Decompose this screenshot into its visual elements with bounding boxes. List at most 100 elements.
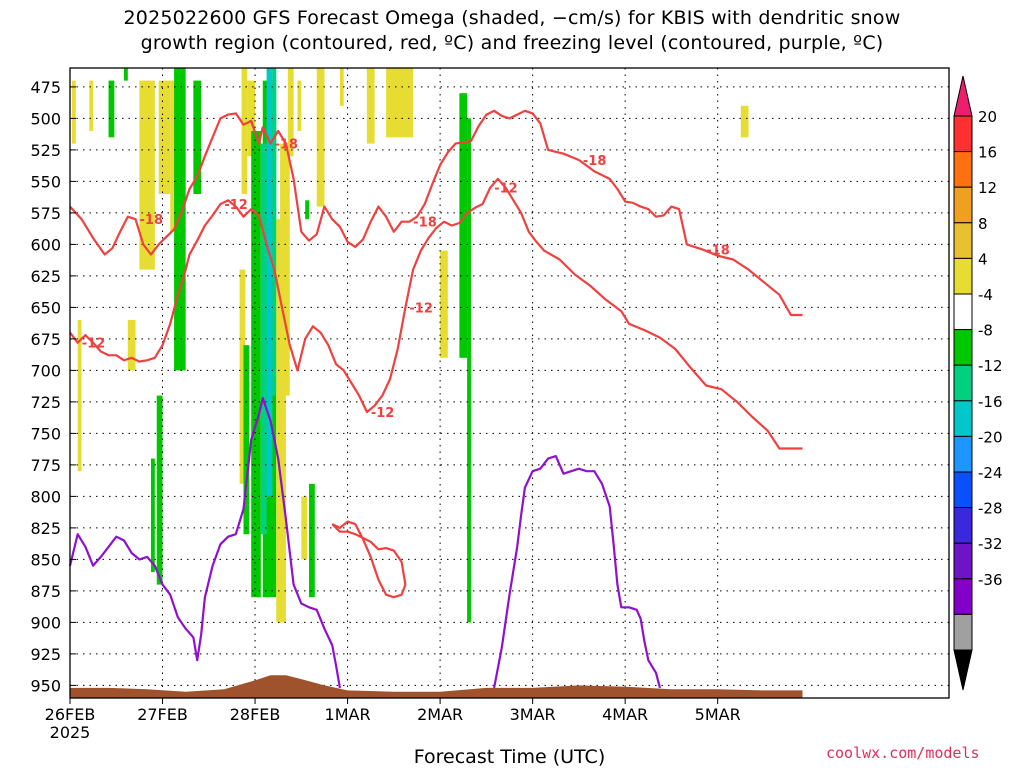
x-axis-label: Forecast Time (UTC) <box>414 746 605 768</box>
omega-region-32 <box>386 68 414 138</box>
colorbar: 20 16 12 8 4 -4 -8 -12 -16 -20 -24 -28 -32 -36 <box>953 75 1003 691</box>
omega-region-14 <box>239 269 246 484</box>
omega-region-11 <box>77 320 82 472</box>
colorbar-label-12: -32 <box>978 535 1003 553</box>
omega-region-6 <box>123 68 128 81</box>
y-tick-label-700: 700 <box>30 361 61 380</box>
y-tick-label-750: 750 <box>30 424 61 443</box>
y-tick-label-525: 525 <box>30 141 61 160</box>
x-tick-label-27FEB: 27FEB <box>137 705 188 724</box>
x-tick-label-5MAR: 5MAR <box>695 705 741 724</box>
omega-region-25 <box>297 80 302 131</box>
omega-region-34 <box>459 93 468 358</box>
omega-region-1 <box>89 80 94 131</box>
omega-region-24 <box>287 68 294 157</box>
y-tick-label-800: 800 <box>30 487 61 506</box>
omega-region-0 <box>71 80 76 144</box>
y-tick-label-850: 850 <box>30 550 61 569</box>
omega-region-27 <box>309 483 315 598</box>
omega-region-2 <box>139 80 155 270</box>
contour-label-1-2: -12 <box>371 406 395 421</box>
y-tick-label-475: 475 <box>30 78 61 97</box>
omega-region-28 <box>305 200 310 220</box>
y-tick-label-925: 925 <box>30 645 61 664</box>
omega-region-31 <box>366 68 375 144</box>
omega-region-10 <box>150 458 155 572</box>
omega-region-23 <box>280 143 290 396</box>
contour-label-1-1: -12 <box>224 198 248 213</box>
x-tick-label-3MAR: 3MAR <box>510 705 556 724</box>
omega-region-7 <box>174 68 186 371</box>
colorbar-box-3 <box>953 222 973 259</box>
colorbar-box-14 <box>953 613 973 651</box>
omega-region-13 <box>241 68 248 194</box>
y-tick-label-950: 950 <box>30 676 61 695</box>
omega-region-5 <box>108 80 115 138</box>
omega-region-15 <box>247 80 256 157</box>
colorbar-label-3: 8 <box>978 215 988 233</box>
colorbar-label-8: -16 <box>978 393 1003 411</box>
site-credit: coolwx.com/models <box>826 744 980 762</box>
terrain <box>70 675 803 698</box>
colorbar-box-8 <box>953 400 973 437</box>
omega-region-29 <box>316 68 325 207</box>
contour-label-0-4: -18 <box>706 243 730 258</box>
contour-label-0-1: -18 <box>274 138 298 153</box>
colorbar-label-7: -12 <box>978 357 1003 375</box>
contour--12-1 <box>69 177 803 450</box>
y-tick-label-775: 775 <box>30 456 61 475</box>
colorbar-box-2 <box>953 186 973 224</box>
colorbar-box-6 <box>953 329 973 366</box>
colorbar-label-6: -8 <box>978 322 993 340</box>
y-tick-label-725: 725 <box>30 393 61 412</box>
colorbar-box-13 <box>953 578 973 615</box>
y-tick-label-550: 550 <box>30 172 61 191</box>
contour-label-1-0: -12 <box>82 337 106 352</box>
colorbar-label-0: 20 <box>978 108 997 126</box>
colorbar-label-9: -20 <box>978 428 1003 446</box>
colorbar-box-9 <box>953 435 973 473</box>
contour-label-0-2: -18 <box>413 216 437 231</box>
chart-title-line1: 2025022600 GFS Forecast Omega (shaded, −… <box>123 7 901 29</box>
omega-region-22 <box>276 219 286 623</box>
omega-region-19 <box>260 143 267 535</box>
colorbar-box-5 <box>953 293 973 331</box>
y-tick-label-875: 875 <box>30 582 61 601</box>
colorbar-box-7 <box>953 364 973 402</box>
omega-region-20 <box>266 68 273 497</box>
contour-label-0-3: -18 <box>583 154 607 169</box>
y-tick-label-650: 650 <box>30 298 61 317</box>
x-tick-label-2MAR: 2MAR <box>417 705 463 724</box>
contour-label-1-4: -12 <box>494 182 518 197</box>
colorbar-box-1 <box>953 151 973 188</box>
omega-region-36 <box>740 105 749 138</box>
contour--18-0 <box>69 109 803 317</box>
y-tick-label-825: 825 <box>30 519 61 538</box>
y-tick-label-575: 575 <box>30 204 61 223</box>
colorbar-label-4: 4 <box>978 250 988 268</box>
omega-region-9 <box>156 395 163 585</box>
x-tick-label-28FEB: 28FEB <box>230 705 281 724</box>
colorbar-box-0 <box>953 115 973 153</box>
omega-region-35 <box>467 118 471 623</box>
y-tick-label-675: 675 <box>30 330 61 349</box>
colorbar-bottom-arrow <box>953 649 973 691</box>
y-axis: 475 500 525 550 575 600 625 650 675 700 725 750 775 8… <box>30 78 76 695</box>
omega-region-21 <box>272 68 277 396</box>
chart-title-line2: growth region (contoured, red, ºC) and f… <box>140 32 884 54</box>
omega-region-30 <box>339 68 344 106</box>
contours: -18 -18 -18 -18 -18 -12 -12 -12 -12 -12 <box>68 109 803 689</box>
contour-0-3 <box>68 397 341 689</box>
contour-label-0-0: -18 <box>140 213 164 228</box>
colorbar-top-arrow <box>953 75 973 117</box>
terrain-fill <box>70 675 803 698</box>
contour--12-2 <box>331 520 407 599</box>
colorbar-label-13: -36 <box>978 571 1003 589</box>
colorbar-label-2: 12 <box>978 179 997 197</box>
chart-title: 2025022600 GFS Forecast Omega (shaded, −… <box>0 6 1024 56</box>
colorbar-box-4 <box>953 257 973 295</box>
x-tick-label-4MAR: 4MAR <box>602 705 648 724</box>
contour-label-1-3: -12 <box>409 301 433 316</box>
